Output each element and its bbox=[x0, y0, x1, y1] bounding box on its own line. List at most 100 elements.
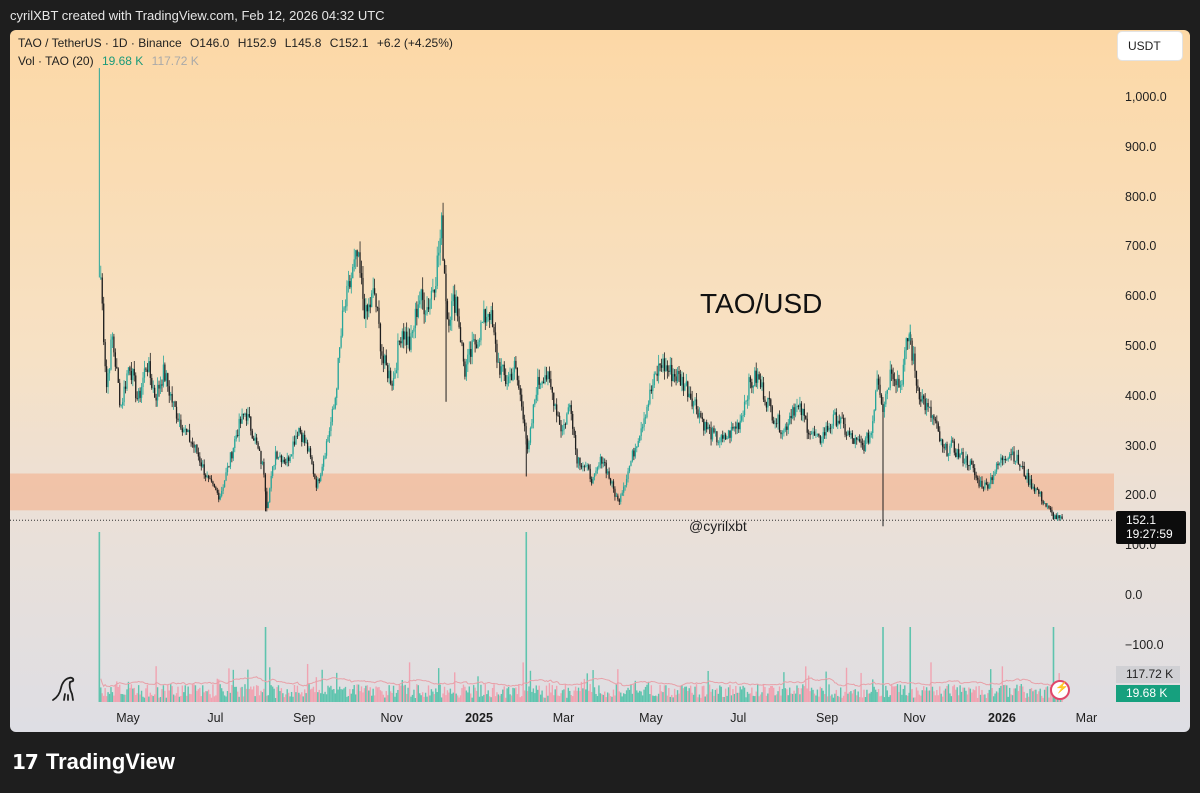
chart-panel[interactable]: TAO / TetherUS · 1D · Binance O146.0 H15… bbox=[10, 30, 1190, 732]
volume-bar bbox=[554, 689, 556, 702]
volume-bar bbox=[790, 693, 792, 702]
candle-body bbox=[285, 462, 287, 464]
candle-body bbox=[440, 215, 443, 239]
volume-bar bbox=[197, 689, 200, 702]
candle-body bbox=[944, 443, 947, 449]
candle-body bbox=[365, 305, 367, 319]
candle-body bbox=[700, 412, 702, 418]
volume-bar bbox=[236, 691, 239, 702]
volume-bar bbox=[571, 696, 574, 702]
candle-body bbox=[850, 433, 852, 436]
candle-body bbox=[719, 441, 721, 443]
volume-bar bbox=[365, 685, 367, 702]
volume-bar bbox=[841, 697, 843, 702]
candle-body bbox=[694, 399, 696, 402]
volume-bar bbox=[496, 692, 498, 702]
candle-body bbox=[557, 415, 559, 417]
price-chart[interactable] bbox=[10, 30, 1190, 732]
volume-bar bbox=[614, 695, 616, 702]
volume-bar bbox=[283, 697, 286, 702]
volume-bar bbox=[210, 697, 213, 702]
volume-bar bbox=[435, 688, 437, 702]
volume-bar bbox=[430, 689, 433, 702]
candle-body bbox=[171, 393, 173, 403]
candle-body bbox=[105, 366, 108, 388]
currency-button[interactable]: USDT bbox=[1118, 32, 1182, 60]
candle-body bbox=[241, 413, 243, 424]
candle-body bbox=[165, 373, 167, 381]
volume-bar bbox=[1026, 693, 1028, 702]
volume-bar bbox=[740, 689, 743, 702]
volume-bar bbox=[783, 672, 785, 702]
candle-body bbox=[561, 429, 564, 432]
tradingview-logo[interactable]: 17 TradingView bbox=[12, 748, 175, 776]
volume-bar bbox=[992, 696, 995, 702]
candle-body bbox=[505, 375, 507, 384]
candle-body bbox=[357, 252, 360, 257]
candle-body bbox=[866, 432, 868, 439]
volume-bar bbox=[985, 697, 988, 702]
candle-body bbox=[473, 339, 475, 341]
volume-bar bbox=[193, 684, 195, 702]
dinosaur-icon[interactable] bbox=[50, 673, 80, 703]
candle-body bbox=[678, 371, 680, 375]
candle-body bbox=[137, 390, 140, 399]
volume-bar bbox=[483, 694, 485, 702]
candle-body bbox=[231, 452, 233, 459]
volume-bar bbox=[513, 688, 516, 702]
volume-bar bbox=[845, 667, 848, 702]
volume-bar bbox=[478, 696, 481, 702]
candle-body bbox=[746, 399, 749, 401]
candle-body bbox=[158, 384, 160, 389]
volume-bar bbox=[250, 686, 252, 702]
candle-body bbox=[461, 342, 463, 344]
volume-bar bbox=[120, 693, 122, 702]
candle-body bbox=[127, 367, 130, 374]
bar-countdown: 19:27:59 bbox=[1126, 527, 1173, 541]
candle-body bbox=[277, 456, 280, 459]
candle-body bbox=[806, 418, 808, 433]
volume-bar bbox=[219, 684, 221, 702]
candle-body bbox=[920, 399, 922, 402]
volume-bar bbox=[247, 669, 249, 702]
candle-body bbox=[391, 383, 393, 386]
volume-bar bbox=[703, 685, 705, 702]
volume-bar bbox=[504, 697, 507, 702]
volume-bar bbox=[267, 695, 269, 702]
volume-bar bbox=[497, 694, 500, 702]
candle-body bbox=[617, 495, 619, 500]
volume-bar bbox=[557, 695, 559, 702]
volume-bar bbox=[177, 686, 179, 702]
candle-body bbox=[1013, 451, 1015, 462]
candle-body bbox=[930, 406, 932, 418]
candle-body bbox=[962, 452, 964, 464]
volume-bar bbox=[378, 687, 380, 702]
price-axis-label: 1,000.0 bbox=[1125, 90, 1167, 104]
volume-bar bbox=[439, 684, 441, 702]
candle-body bbox=[748, 377, 750, 400]
candle-body bbox=[950, 440, 953, 446]
volume-bar bbox=[899, 684, 902, 702]
candle-body bbox=[387, 365, 389, 379]
chart-annotation-text[interactable]: TAO/USD bbox=[700, 288, 823, 319]
candle-body bbox=[535, 394, 537, 400]
volume-bar bbox=[1043, 689, 1046, 702]
flash-alert-icon[interactable] bbox=[1050, 680, 1070, 700]
volume-bar bbox=[187, 686, 189, 702]
candle-body bbox=[936, 420, 938, 424]
candle-body bbox=[528, 442, 530, 450]
candle-body bbox=[101, 277, 103, 304]
candle-body bbox=[650, 389, 652, 392]
volume-bar bbox=[286, 689, 288, 702]
volume-bar bbox=[111, 692, 114, 702]
candle-body bbox=[337, 357, 339, 389]
volume-bar bbox=[116, 681, 118, 702]
volume-bar bbox=[906, 695, 909, 702]
volume-bar bbox=[602, 694, 604, 702]
volume-bar bbox=[793, 690, 795, 702]
volume-bar bbox=[360, 686, 363, 702]
volume-bar bbox=[341, 689, 344, 702]
volume-bar bbox=[242, 696, 245, 702]
candle-body bbox=[560, 424, 562, 432]
volume-bar bbox=[924, 690, 926, 702]
